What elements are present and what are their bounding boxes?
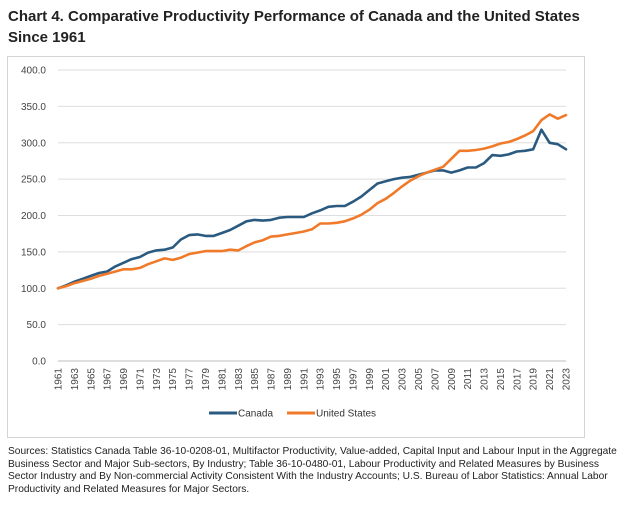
series-line-united-states xyxy=(56,113,568,290)
x-tick-label: 1997 xyxy=(348,368,359,391)
x-tick-label: 2013 xyxy=(480,368,491,391)
x-tick-label: 1971 xyxy=(135,368,146,391)
x-tick-label: 1961 xyxy=(54,368,65,391)
gridlines xyxy=(58,69,566,362)
x-tick-label: 1999 xyxy=(365,368,376,391)
y-tick-label: 100.0 xyxy=(21,284,46,295)
x-tick-label: 1989 xyxy=(283,368,294,391)
legend: Canada United States xyxy=(209,409,376,420)
x-tick-label: 2011 xyxy=(463,368,474,390)
x-tick-label: 2021 xyxy=(545,368,556,391)
x-tick-label: 1969 xyxy=(119,368,130,391)
x-tick-label: 1975 xyxy=(168,368,179,391)
x-tick-label: 1973 xyxy=(152,368,163,391)
x-tick-label: 2007 xyxy=(430,368,441,391)
x-tick-label: 2017 xyxy=(512,368,523,391)
x-tick-label: 2009 xyxy=(447,368,458,391)
x-tick-label: 1967 xyxy=(103,368,114,391)
x-tick-label: 1985 xyxy=(250,368,261,391)
y-axis-ticks: 0.0 50.0 100.0 150.0 200.0 250.0 300.0 350.0 400… xyxy=(21,66,46,368)
legend-label: United States xyxy=(316,409,376,420)
y-tick-label: 50.0 xyxy=(27,320,47,331)
x-tick-label: 2023 xyxy=(562,368,573,391)
x-tick-label: 1977 xyxy=(185,368,196,391)
chart-title: Chart 4. Comparative Productivity Perfor… xyxy=(8,8,580,46)
x-tick-label: 2001 xyxy=(381,368,392,391)
y-tick-label: 250.0 xyxy=(21,175,46,186)
y-tick-label: 0.0 xyxy=(32,357,46,368)
x-tick-label: 1981 xyxy=(217,368,228,391)
legend-label: Canada xyxy=(238,409,273,420)
x-tick-label: 1965 xyxy=(86,368,97,391)
line-chart: 0.0 50.0 100.0 150.0 200.0 250.0 300.0 350.0 400… xyxy=(21,66,573,420)
y-tick-label: 350.0 xyxy=(21,102,46,113)
chart-frame xyxy=(7,56,585,438)
x-tick-label: 1963 xyxy=(70,368,81,391)
x-tick-label: 1993 xyxy=(316,368,327,391)
x-tick-label: 1979 xyxy=(201,368,212,391)
x-tick-label: 1983 xyxy=(234,368,245,391)
x-tick-label: 1995 xyxy=(332,368,343,391)
x-tick-label: 2003 xyxy=(398,368,409,391)
x-tick-label: 2015 xyxy=(496,368,507,391)
x-tick-label: 1991 xyxy=(299,368,310,391)
x-tick-label: 2019 xyxy=(529,368,540,391)
series-line-canada xyxy=(56,128,568,290)
x-tick-label: 1987 xyxy=(267,368,278,391)
x-axis-ticks: 1961 1963 1965 1967 1969 1971 1973 1975 1977 1979… xyxy=(54,368,573,391)
y-tick-label: 200.0 xyxy=(21,211,46,222)
y-tick-label: 300.0 xyxy=(21,138,46,149)
source-note: Sources: Statistics Canada Table 36-10-0… xyxy=(8,446,617,495)
x-tick-label: 2005 xyxy=(414,368,425,391)
y-tick-label: 400.0 xyxy=(21,66,46,77)
y-tick-label: 150.0 xyxy=(21,247,46,258)
series-lines xyxy=(56,113,568,290)
